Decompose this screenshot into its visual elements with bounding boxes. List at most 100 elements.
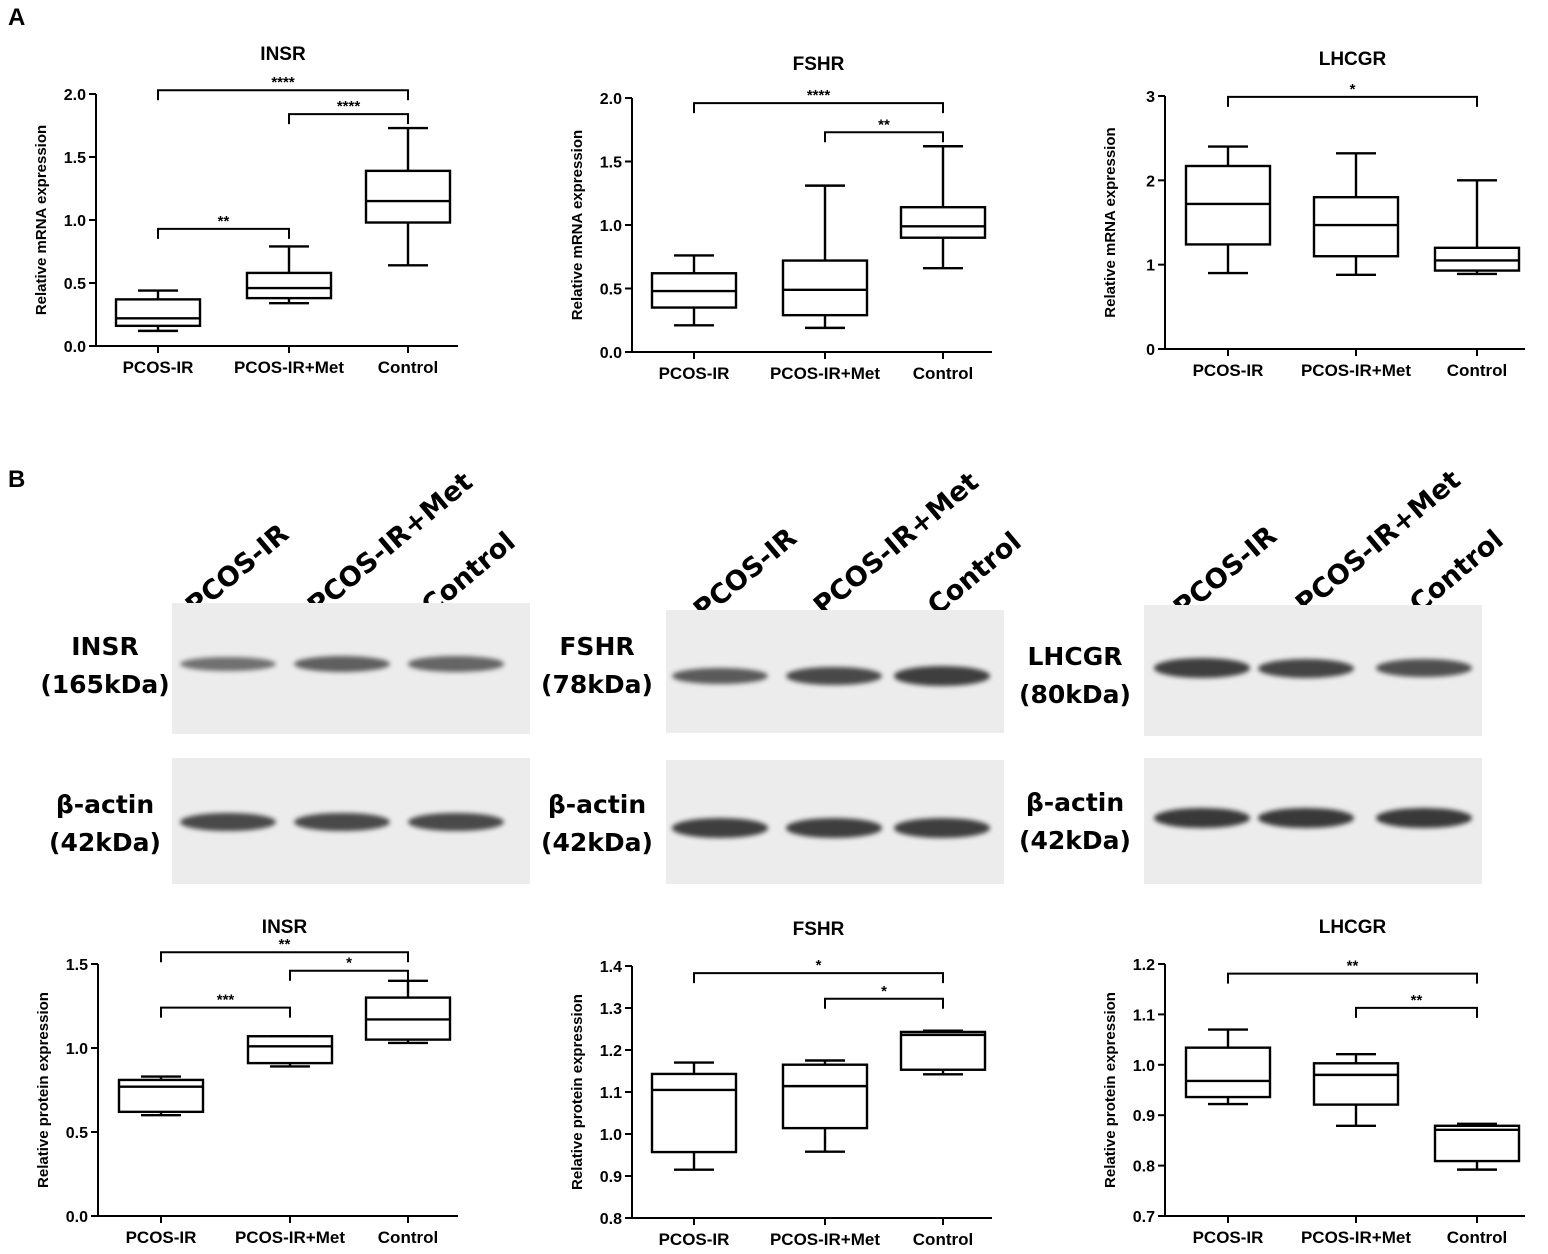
bracket-line: [693, 102, 944, 114]
y-tick-label: 2.0: [64, 87, 86, 104]
y-axis-label: Relative protein expression: [569, 994, 586, 1190]
y-tick-label: 0.8: [1133, 1159, 1155, 1176]
y-tick-label: 0.5: [64, 276, 86, 293]
x-tick-label: Control: [1447, 361, 1507, 380]
target-band: [1258, 658, 1354, 678]
box-control: [364, 126, 452, 267]
bracket-line: [1227, 972, 1478, 984]
significance-label: ****: [337, 98, 361, 115]
significance-bracket: ****: [288, 98, 409, 125]
iqr-box: [245, 271, 333, 300]
y-tick-label: 1.5: [64, 150, 86, 167]
significance-label: *: [346, 955, 352, 972]
significance-bracket: **: [160, 936, 409, 963]
beta-actin-label: β-actin (42kDa): [541, 790, 653, 857]
box-pcos-ir: [650, 1061, 738, 1171]
significance-bracket: ****: [693, 87, 944, 114]
significance-label: **: [1347, 958, 1359, 975]
target-band: [294, 656, 390, 672]
significance-label: ****: [271, 74, 295, 91]
box-pcos-ir: [117, 1075, 205, 1117]
y-axis-label: Relative protein expression: [35, 992, 52, 1188]
iqr-box: [364, 169, 452, 224]
y-tick-label: 0.0: [64, 339, 86, 356]
y-tick-label: 0.9: [600, 1169, 622, 1186]
significance-bracket: **: [824, 116, 944, 143]
y-tick-label: 3: [1146, 89, 1155, 106]
x-tick-label: PCOS-IR: [659, 1230, 730, 1249]
x-tick-label: PCOS-IR+Met: [770, 364, 880, 383]
y-tick-label: 1.0: [66, 1041, 88, 1058]
iqr-box: [114, 298, 202, 328]
bracket-line: [157, 89, 409, 101]
significance-bracket: *: [289, 955, 409, 981]
box-pcos-ir-met: [781, 1059, 869, 1153]
target-band: [786, 666, 882, 686]
target-band: [180, 656, 276, 672]
x-tick-label: Control: [913, 1230, 973, 1249]
bracket-line: [1227, 95, 1478, 107]
y-tick-label: 0.9: [1133, 1108, 1155, 1125]
beta-actin-band: [786, 818, 882, 838]
beta-actin-band: [294, 812, 390, 832]
y-tick-label: 1.2: [1133, 957, 1155, 974]
significance-bracket: **: [1227, 958, 1478, 984]
chart-title: INSR: [262, 917, 308, 938]
significance-bracket: *: [824, 983, 944, 1009]
iqr-box: [1184, 1046, 1272, 1099]
iqr-box: [1312, 1062, 1400, 1106]
significance-bracket: *: [693, 957, 944, 984]
iqr-box: [650, 1072, 738, 1154]
y-tick-label: 1.1: [600, 1085, 622, 1102]
x-tick-label: Control: [378, 1228, 438, 1247]
y-tick-label: 1.3: [600, 1001, 622, 1018]
y-tick-label: 1.1: [1133, 1007, 1155, 1024]
iqr-box: [246, 1035, 334, 1065]
significance-label: *: [881, 983, 887, 1000]
y-tick-label: 2: [1146, 173, 1155, 190]
box-pcos-ir-met: [246, 1035, 334, 1068]
iqr-box: [1433, 1124, 1521, 1163]
target-band: [672, 667, 768, 685]
y-axis-label: Relative protein expression: [1102, 992, 1119, 1188]
box-pcos-ir-met: [1312, 152, 1400, 276]
y-tick-label: 2.0: [600, 91, 622, 108]
y-tick-label: 0.0: [600, 345, 622, 362]
significance-label: ****: [807, 87, 831, 104]
target-protein-label: LHCGR (80kDa): [1019, 642, 1131, 709]
y-tick-label: 1.0: [64, 213, 86, 230]
box-control: [1433, 179, 1521, 276]
chart-title: LHCGR: [1319, 917, 1387, 938]
y-tick-label: 0.0: [66, 1209, 88, 1226]
beta-actin-band: [894, 818, 990, 838]
significance-label: **: [279, 936, 291, 953]
bracket-line: [288, 113, 409, 125]
significance-label: **: [218, 213, 230, 230]
bracket-line: [289, 969, 409, 981]
beta-actin-band: [408, 812, 504, 832]
x-tick-label: PCOS-IR: [123, 358, 194, 377]
beta-actin-band: [672, 818, 768, 838]
box-pcos-ir-met: [1312, 1053, 1400, 1127]
significance-label: **: [1411, 992, 1423, 1009]
panel-label-a: A: [8, 4, 26, 31]
beta-actin-label: β-actin (42kDa): [49, 790, 161, 857]
iqr-box: [899, 206, 987, 239]
bracket-line: [157, 227, 290, 239]
target-band: [1154, 658, 1250, 678]
box-pcos-ir-met: [781, 184, 869, 330]
target-band: [894, 666, 990, 686]
bracket-line: [160, 1006, 291, 1018]
box-pcos-ir: [650, 254, 738, 327]
beta-actin-band: [1154, 807, 1250, 829]
target-protein-label: FSHR (78kDa): [541, 632, 653, 699]
y-axis-label: Relative mRNA expression: [569, 130, 586, 320]
y-tick-label: 0.7: [1133, 1209, 1155, 1226]
iqr-box: [1433, 246, 1521, 272]
beta-actin-band: [1258, 807, 1354, 829]
bracket-line: [824, 131, 944, 143]
